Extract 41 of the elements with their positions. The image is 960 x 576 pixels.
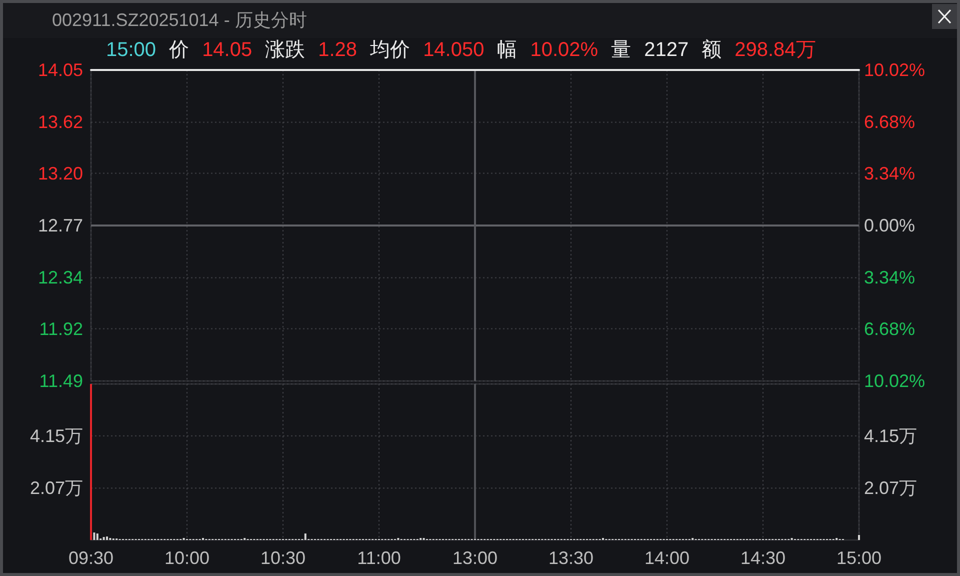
text: 幅: [497, 39, 518, 61]
text: 2127: [644, 39, 689, 61]
x-tick-label: 13:00: [452, 548, 498, 568]
text: 额: [702, 39, 722, 61]
y2-tick-label: 6.68%: [864, 112, 916, 132]
text: 价: [168, 39, 190, 61]
y-tick-label: 13.20: [38, 163, 83, 184]
x-tick-label: 14:00: [644, 548, 690, 568]
x-tick-label: 10:00: [164, 548, 210, 568]
y2-tick-label: 10.02%: [864, 371, 926, 391]
x-tick-label: 10:30: [260, 548, 306, 568]
x-tick-label: 15:00: [836, 548, 882, 568]
text: 均价: [369, 39, 410, 61]
text: 15:00: [106, 39, 156, 61]
y-tick-label: 2.07万: [30, 478, 83, 498]
y-tick-label: 13.62: [38, 112, 83, 132]
y2-tick-label: 4.15万: [864, 426, 918, 446]
y2-tick-label: 2.07万: [864, 478, 918, 498]
text: 298.84万: [734, 39, 816, 61]
x-tick-label: 14:30: [740, 548, 786, 568]
y-tick-label: 12.34: [38, 268, 83, 288]
chart-title: 002911.SZ20251014 - 历史分时: [52, 10, 307, 30]
y2-tick-label: 0.00%: [864, 216, 916, 236]
text: 量: [611, 39, 632, 61]
y2-tick-label: 3.34%: [864, 164, 916, 184]
text: 14.050: [423, 39, 484, 61]
text: 10.02%: [530, 39, 598, 61]
y-tick-label: 14.05: [38, 60, 83, 80]
x-tick-label: 09:30: [68, 548, 114, 568]
y-tick-label: 4.15万: [30, 426, 83, 446]
y-tick-label: 11.49: [39, 371, 83, 391]
y2-tick-label: 6.68%: [864, 319, 916, 340]
y2-tick-label: 10.02%: [864, 60, 926, 80]
y2-tick-label: 3.34%: [864, 267, 916, 288]
text: 涨跌: [265, 39, 306, 61]
text: 1.28: [318, 39, 358, 61]
x-tick-label: 13:30: [548, 548, 594, 568]
text: 14.05: [202, 39, 252, 61]
y-tick-label: 11.92: [39, 318, 83, 339]
x-tick-label: 11:00: [357, 548, 401, 568]
y-tick-label: 12.77: [38, 216, 83, 236]
